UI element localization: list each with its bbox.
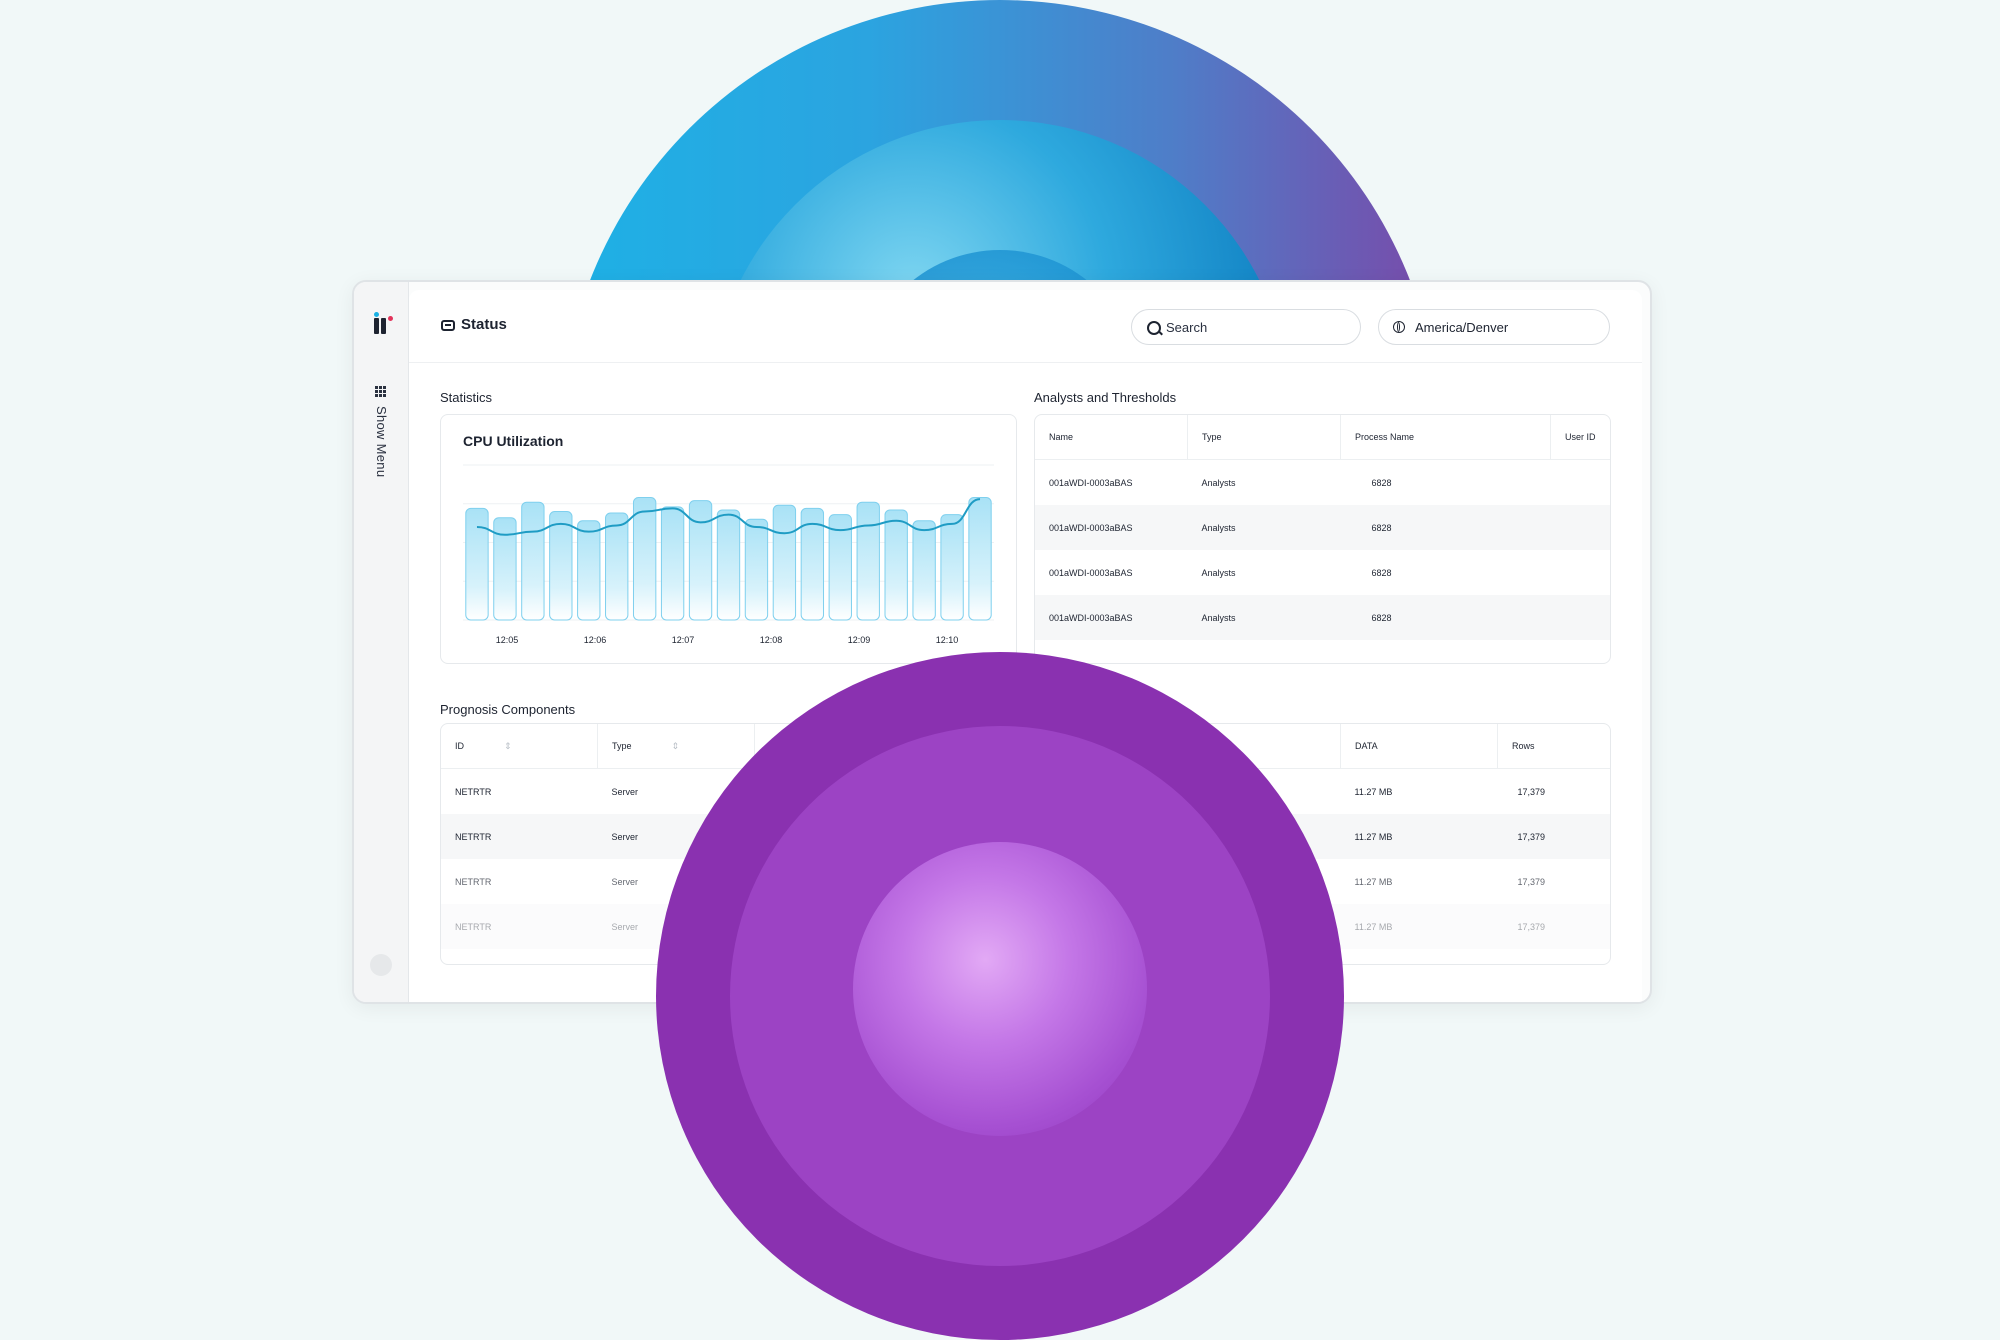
- analysts-title: Analysts and Thresholds: [1034, 390, 1177, 405]
- grid-icon[interactable]: [375, 386, 386, 397]
- cpu-bar[interactable]: [744, 518, 769, 621]
- user-avatar[interactable]: [370, 954, 392, 976]
- cpu-bar[interactable]: [577, 520, 601, 621]
- analyst-name-link[interactable]: 001aWDI-0003aBAS: [1035, 505, 1188, 550]
- table-row[interactable]: 001aWDI-0003aBAS Analysts 6828: [1035, 595, 1610, 640]
- table-row[interactable]: 001aWDI-0003aBAS Analysts 6828: [1035, 460, 1610, 506]
- table-row[interactable]: NETRTR Server 11.27 MB 17,379: [441, 859, 1610, 904]
- sidebar: Show Menu: [354, 282, 409, 1002]
- analysts-table: Name Type Process Name User ID 001aWDI-0…: [1035, 415, 1610, 640]
- cpu-bar[interactable]: [940, 514, 964, 621]
- x-tick-label: 12:09: [848, 635, 871, 645]
- app-logo[interactable]: [374, 312, 400, 334]
- column-header-process-name[interactable]: Process Name: [1340, 415, 1551, 460]
- background-circle-purple: [656, 652, 1344, 1340]
- cpu-bar[interactable]: [493, 517, 517, 621]
- component-data: 11.27 MB: [1340, 904, 1498, 949]
- analysts-table-card: Name Type Process Name User ID 001aWDI-0…: [1034, 414, 1611, 664]
- analyst-type: Analysts: [1187, 505, 1341, 550]
- component-rows: 17,379: [1497, 814, 1610, 859]
- component-rows: 17,379: [1517, 876, 1546, 887]
- cpu-bar[interactable]: [772, 504, 797, 621]
- cpu-bar[interactable]: [884, 509, 908, 621]
- column-header-id[interactable]: ID ⇕: [441, 724, 598, 769]
- timezone-value: America/Denver: [1415, 320, 1509, 335]
- analyst-name-link[interactable]: 001aWDI-0003aBAS: [1049, 567, 1133, 578]
- search-icon: [1147, 321, 1161, 335]
- chart-title: CPU Utilization: [463, 433, 564, 449]
- search-input[interactable]: Search: [1131, 309, 1361, 345]
- component-id: NETRTR: [455, 786, 492, 797]
- sort-icon[interactable]: ⇕: [671, 740, 680, 751]
- cpu-bar[interactable]: [968, 497, 992, 621]
- cpu-bar[interactable]: [800, 507, 825, 621]
- table-row[interactable]: NETRTR Server 11.27 MB 17,379: [441, 769, 1610, 815]
- column-header-type[interactable]: Type: [1187, 415, 1341, 460]
- cpu-bar[interactable]: [549, 511, 573, 621]
- column-header-data[interactable]: DATA: [1340, 724, 1498, 769]
- component-data: 11.27 MB: [1340, 814, 1498, 859]
- table-row[interactable]: 001aWDI-0003aBAS Analysts 6828: [1035, 550, 1610, 595]
- cpu-trend-line: [476, 498, 981, 536]
- show-menu-toggle[interactable]: Show Menu: [374, 406, 389, 478]
- search-placeholder: Search: [1166, 320, 1208, 335]
- x-tick-label: 12:07: [672, 635, 695, 645]
- component-id: NETRTR: [441, 814, 598, 859]
- cpu-bar[interactable]: [856, 501, 880, 621]
- analyst-type: Analysts: [1187, 595, 1341, 640]
- background-circle-core: [853, 842, 1147, 1136]
- prognosis-title: Prognosis Components: [440, 702, 576, 717]
- component-id: NETRTR: [441, 904, 598, 949]
- component-type: Server: [611, 786, 639, 797]
- analyst-name-link[interactable]: 001aWDI-0003aBAS: [1035, 595, 1188, 640]
- table-row[interactable]: 001aWDI-0003aBAS Analysts 6828: [1035, 505, 1610, 550]
- statistics-title: Statistics: [440, 390, 493, 405]
- cpu-bar[interactable]: [465, 507, 489, 621]
- cpu-bar[interactable]: [605, 512, 629, 621]
- cpu-utilization-chart: 12:05 12:06 12:07 12:08 12:09 12:10: [463, 464, 994, 645]
- x-tick-label: 12:08: [760, 635, 783, 645]
- x-tick-label: 12:10: [936, 635, 959, 645]
- component-type: Server: [611, 876, 639, 887]
- component-rows: 17,379: [1497, 904, 1610, 949]
- x-tick-label: 12:06: [584, 635, 607, 645]
- status-icon: [441, 320, 455, 331]
- analyst-type: Analysts: [1201, 567, 1236, 578]
- timezone-selector[interactable]: America/Denver: [1378, 309, 1610, 345]
- cpu-bar[interactable]: [716, 509, 741, 621]
- column-header-type[interactable]: Type ⇕: [597, 724, 755, 769]
- process-name-link[interactable]: 6828: [1371, 567, 1392, 578]
- cpu-bar[interactable]: [521, 501, 545, 621]
- column-header-rows[interactable]: Rows: [1497, 724, 1610, 769]
- component-data: 11.27 MB: [1354, 786, 1393, 797]
- cpu-bar[interactable]: [688, 500, 713, 621]
- cpu-bar[interactable]: [660, 506, 685, 621]
- cpu-bar[interactable]: [632, 497, 657, 621]
- component-id: NETRTR: [455, 876, 492, 887]
- x-tick-label: 12:05: [496, 635, 519, 645]
- cpu-chart-card: CPU Utilization 12:05 12:06 12:07 12:08 12:0…: [440, 414, 1017, 664]
- globe-icon: [1393, 321, 1405, 333]
- cpu-bar[interactable]: [828, 514, 852, 621]
- analyst-name-link[interactable]: 001aWDI-0003aBAS: [1049, 477, 1133, 488]
- process-name-link[interactable]: 6828: [1371, 477, 1392, 488]
- component-data: 11.27 MB: [1354, 876, 1393, 887]
- column-header-user-id[interactable]: User ID: [1550, 415, 1610, 460]
- topbar: Status Search America/Denver: [409, 290, 1642, 363]
- process-name-link[interactable]: 6828: [1340, 595, 1551, 640]
- process-name-link[interactable]: 6828: [1340, 505, 1551, 550]
- cpu-bar[interactable]: [912, 520, 936, 621]
- page-title: Status: [461, 316, 507, 333]
- analyst-type: Analysts: [1201, 477, 1236, 488]
- sort-icon[interactable]: ⇕: [504, 740, 512, 751]
- component-rows: 17,379: [1517, 786, 1546, 797]
- column-header-name[interactable]: Name: [1035, 415, 1188, 460]
